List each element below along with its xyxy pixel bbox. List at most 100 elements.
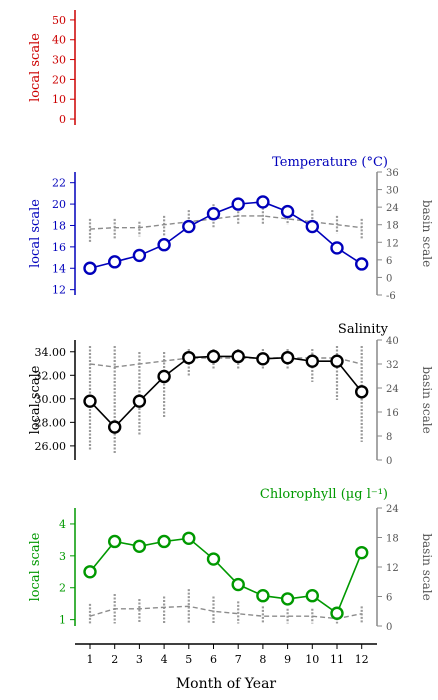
local-series-line (89, 201, 363, 270)
local-data-point (256, 589, 270, 603)
right-tick-label: 0 (386, 273, 392, 284)
local-data-point (157, 238, 171, 252)
left-tick-label: 32.00 (35, 369, 67, 382)
local-data-point (305, 589, 319, 603)
left-tick-label: 40 (52, 34, 66, 47)
local-data-point (305, 354, 319, 368)
local-data-point (305, 219, 319, 234)
right-tick-label: 18 (386, 534, 399, 545)
right-axis-label: basin scale (420, 533, 434, 600)
left-axis-label: local scale (28, 199, 43, 268)
x-tick-label: 10 (305, 653, 319, 666)
panel-title: Chlorophyll (µg l⁻¹) (260, 487, 388, 502)
right-tick-label: 0 (386, 622, 392, 633)
local-data-point (256, 195, 270, 209)
left-tick-label: 16 (52, 241, 66, 254)
local-data-point (182, 219, 196, 234)
local-data-point (107, 534, 122, 549)
right-tick-label: 24 (386, 504, 399, 515)
local-data-point (355, 385, 369, 399)
local-data-point (83, 394, 97, 408)
left-tick-label: 12 (52, 284, 66, 297)
x-tick-label: 5 (185, 653, 192, 666)
x-tick-label: 8 (259, 653, 266, 666)
local-data-point (355, 545, 369, 560)
x-tick-label: 7 (235, 653, 242, 666)
local-data-point (355, 257, 369, 271)
left-tick-label: 4 (59, 518, 66, 531)
right-tick-label: 12 (386, 563, 399, 574)
x-axis-label: Month of Year (176, 676, 277, 692)
local-data-point (206, 207, 221, 221)
left-tick-label: 1 (59, 614, 66, 627)
right-tick-label: 32 (386, 360, 399, 371)
local-data-point (231, 349, 245, 364)
right-tick-label: 24 (386, 384, 399, 395)
left-tick-label: 28.00 (35, 416, 67, 429)
left-tick-label: 14 (52, 262, 66, 275)
local-series-line (89, 537, 363, 615)
local-data-point (256, 352, 270, 366)
left-tick-label: 22 (52, 177, 66, 190)
left-tick-label: 0 (59, 113, 66, 126)
right-tick-label: 40 (386, 336, 399, 347)
x-tick-label: 9 (284, 653, 291, 666)
local-data-point (107, 420, 122, 434)
local-data-point (83, 261, 97, 275)
local-data-point (182, 350, 196, 365)
x-tick-label: 12 (355, 653, 369, 666)
left-tick-label: 34.00 (35, 346, 67, 359)
local-data-point (330, 241, 344, 255)
basin-mean-line (89, 357, 362, 368)
x-tick-label: 3 (136, 653, 143, 666)
right-tick-label: 36 (386, 168, 399, 179)
right-tick-label: 24 (386, 203, 399, 214)
x-tick-label: 2 (111, 653, 118, 666)
x-tick-label: 6 (210, 653, 217, 666)
left-tick-label: 3 (59, 550, 66, 563)
right-axis-label: basin scale (420, 366, 434, 433)
left-tick-label: 50 (52, 14, 66, 27)
x-tick-label: 11 (330, 653, 344, 666)
left-tick-label: 2 (59, 582, 66, 595)
left-tick-label: 20 (52, 73, 66, 86)
left-tick-label: 18 (52, 219, 66, 232)
local-data-point (280, 350, 295, 365)
right-tick-label: 8 (386, 432, 392, 443)
local-data-point (206, 552, 221, 566)
panel-title: Salinity (338, 322, 389, 337)
local-data-point (157, 534, 171, 549)
right-tick-label: 16 (386, 408, 399, 419)
left-axis-label: local scale (28, 532, 43, 601)
local-data-point (206, 349, 221, 364)
local-data-point (157, 369, 171, 384)
x-tick-label: 1 (87, 653, 94, 666)
local-data-point (231, 577, 245, 592)
left-axis-label: local scale (28, 33, 43, 102)
left-axis-label: local scale (28, 365, 43, 434)
x-tick-label: 4 (161, 653, 168, 666)
left-tick-label: 10 (52, 93, 66, 106)
basin-mean-line (89, 215, 362, 230)
left-tick-label: 30 (52, 54, 66, 67)
local-data-point (107, 255, 122, 269)
right-tick-label: 18 (386, 221, 399, 232)
right-tick-label: 12 (386, 238, 399, 249)
local-data-point (182, 531, 196, 545)
right-tick-label: 30 (386, 186, 399, 197)
local-data-point (132, 539, 147, 553)
local-data-point (132, 248, 147, 263)
basin-mean-line (89, 605, 362, 620)
local-data-point (132, 394, 147, 408)
right-tick-label: -6 (386, 291, 396, 302)
local-data-point (330, 354, 344, 368)
right-tick-label: 0 (386, 456, 392, 467)
panel-title: Temperature (°C) (272, 155, 388, 170)
left-tick-label: 26.00 (35, 440, 67, 453)
right-axis-label: basin scale (420, 200, 434, 267)
local-data-point (280, 204, 295, 219)
left-tick-label: 30.00 (35, 393, 67, 406)
local-data-point (330, 606, 344, 620)
local-series-line (89, 355, 363, 429)
